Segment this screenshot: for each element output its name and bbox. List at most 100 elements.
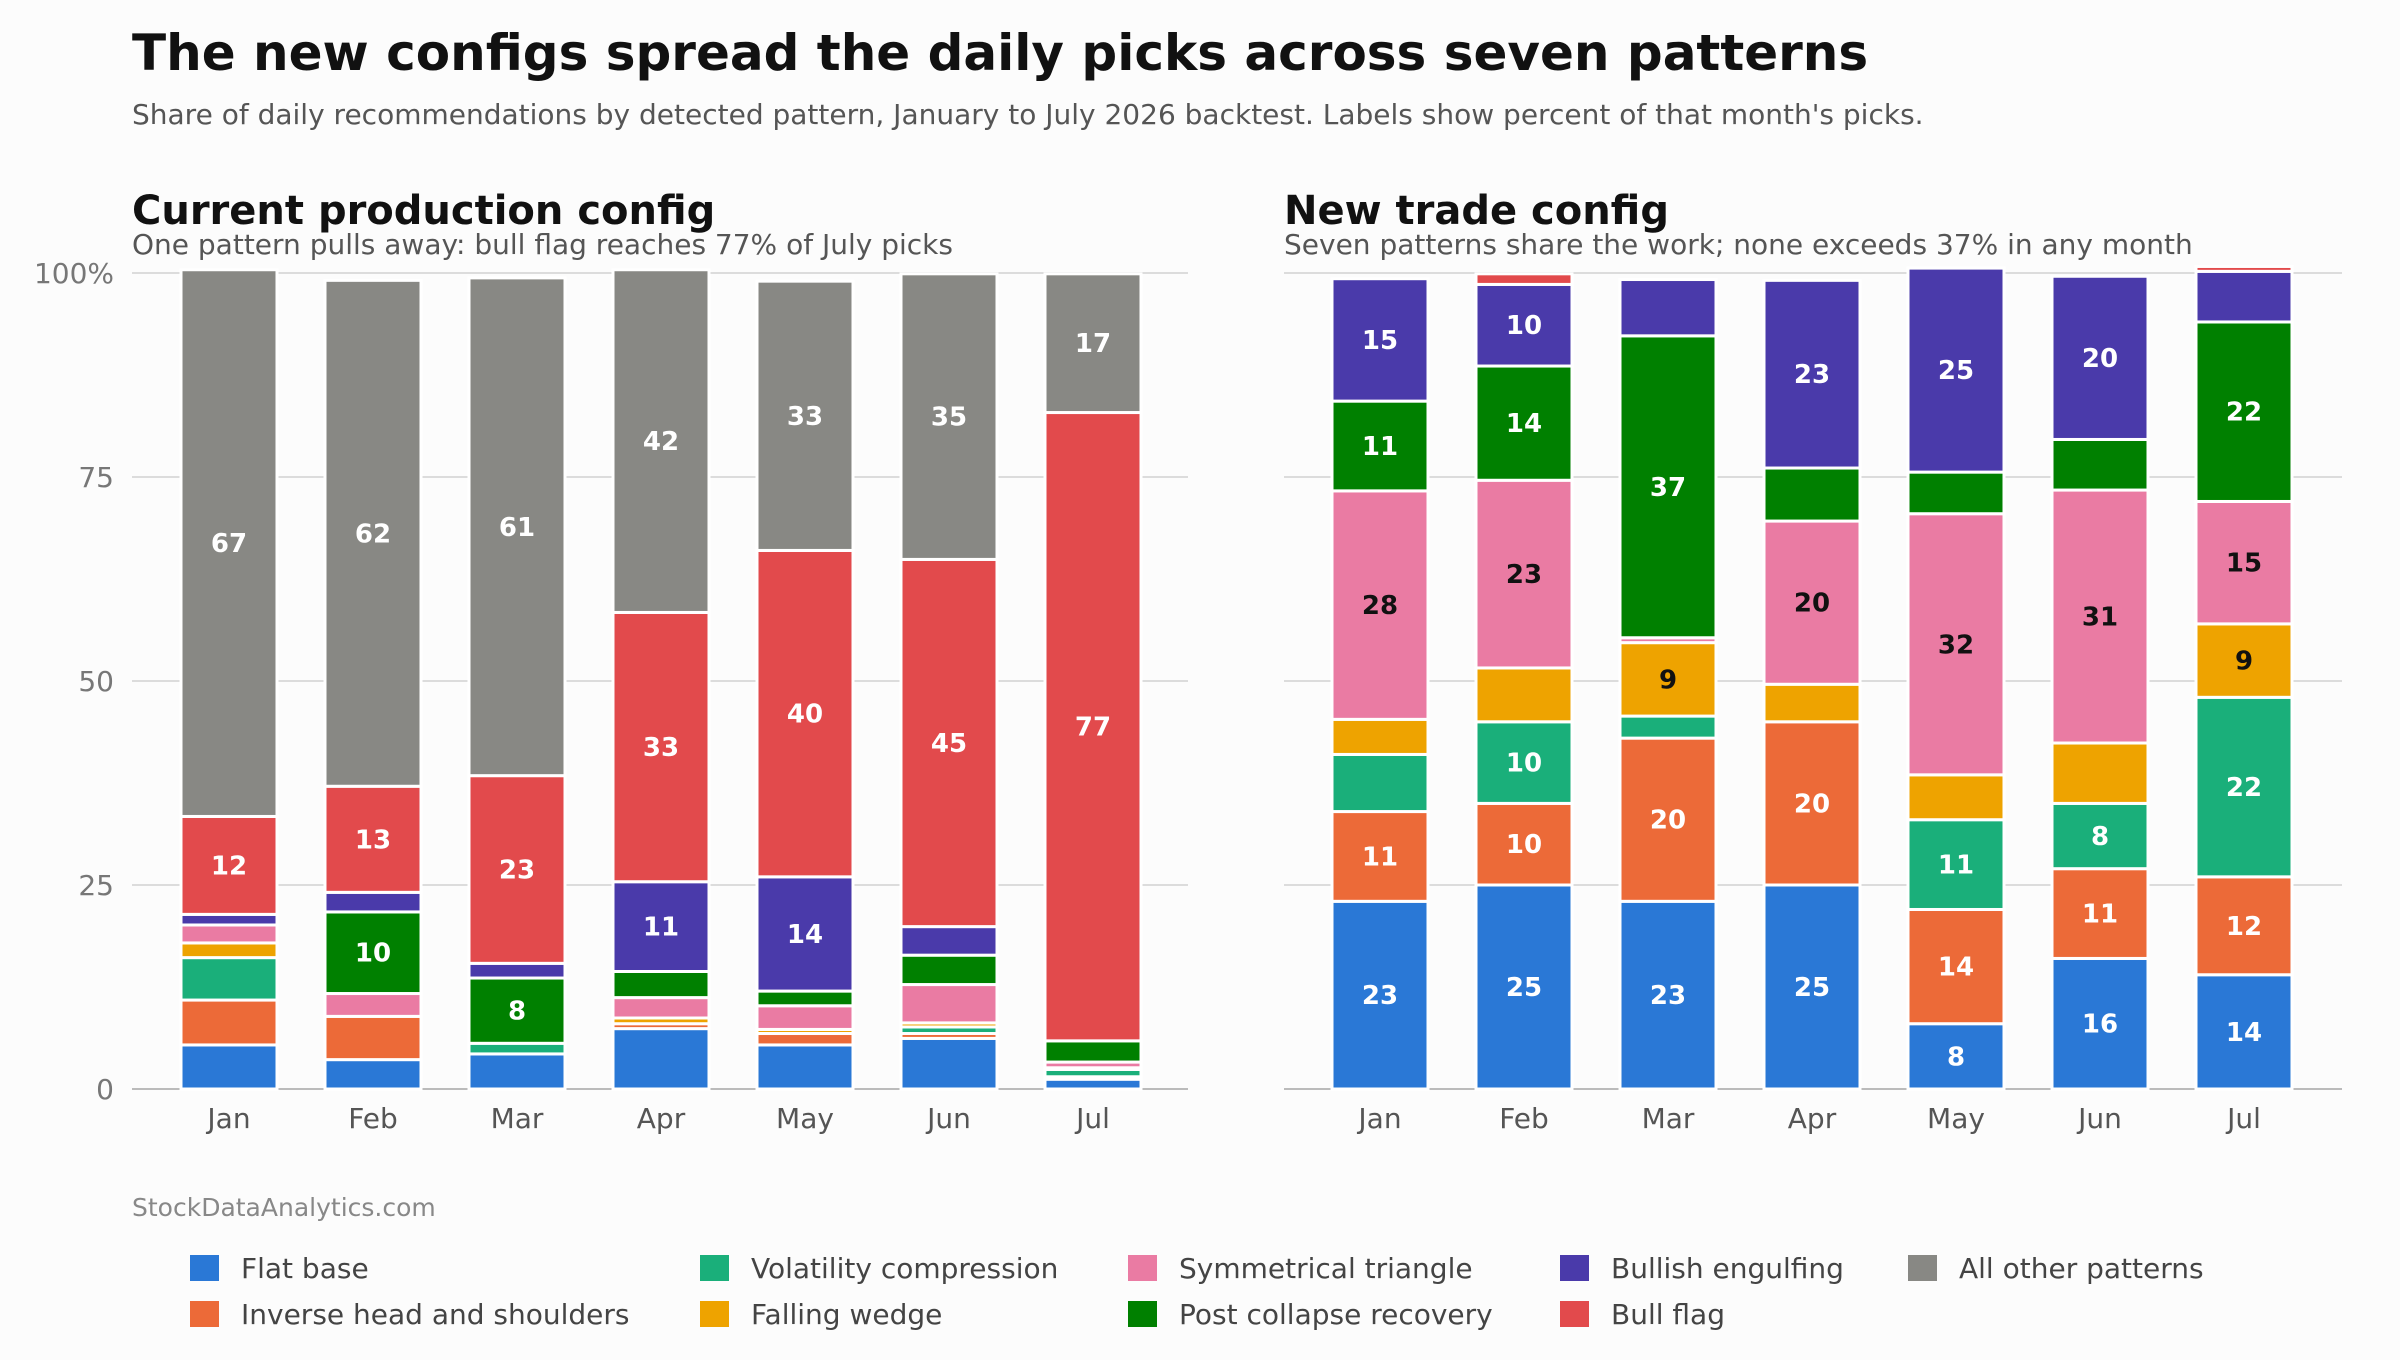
legend-label: Post collapse recovery [1179, 1297, 1493, 1331]
page-subtitle: Share of daily recommendations by detect… [132, 98, 1924, 131]
bar-segment [755, 1043, 855, 1091]
data-label: 16 [2082, 1010, 2118, 1040]
bar-segment [323, 992, 423, 1018]
data-label: 14 [1938, 953, 1974, 983]
legend-item: Falling wedge [700, 1294, 942, 1334]
data-label: 28 [1362, 591, 1398, 621]
bar-segment [899, 272, 999, 561]
data-label: 20 [1794, 589, 1830, 619]
bar-segment [179, 923, 279, 945]
data-label: 25 [1506, 973, 1542, 1003]
bar-segment [755, 875, 855, 993]
bar-segment [179, 1043, 279, 1091]
bar-segment [2050, 956, 2150, 1091]
bar-segment [1618, 899, 1718, 1091]
legend-item: All other patterns [1908, 1248, 2204, 1288]
legend-item: Post collapse recovery [1128, 1294, 1493, 1334]
y-tick-label: 0 [96, 1073, 114, 1106]
legend-label: Bull flag [1611, 1297, 1725, 1331]
bar-segment [2050, 437, 2150, 492]
bar-segment [1474, 883, 1574, 1091]
bar-segment [1330, 717, 1430, 756]
data-label: 11 [2082, 900, 2118, 930]
data-label: 22 [2226, 398, 2262, 428]
legend-label: Volatility compression [751, 1251, 1059, 1285]
bar-segment [1618, 334, 1718, 640]
data-label: 11 [643, 913, 679, 943]
bar-segment [1762, 883, 1862, 1091]
bar-segment [755, 548, 855, 879]
bar-segment [323, 1058, 423, 1091]
data-label: 11 [1362, 842, 1398, 872]
data-label: 32 [1938, 630, 1974, 660]
bar-segment [467, 1052, 567, 1091]
bar-segment [1474, 272, 1574, 286]
legend-item: Bullish engulfing [1560, 1248, 1844, 1288]
data-label: 9 [1659, 665, 1677, 695]
bar-segment [611, 996, 711, 1020]
x-tick-label: Mar [491, 1102, 544, 1135]
bar-segment [611, 969, 711, 1000]
bar-segment [179, 814, 279, 916]
data-label: 10 [1506, 311, 1542, 341]
data-label: 12 [211, 851, 247, 881]
x-tick-label: Apr [637, 1102, 686, 1135]
bar-segment [1618, 641, 1718, 718]
y-tick-label: 75 [78, 461, 114, 494]
legend-swatch [1560, 1301, 1589, 1327]
bar-segment [2050, 801, 2150, 871]
data-label: 22 [2226, 773, 2262, 803]
data-label: 23 [1506, 560, 1542, 590]
bar-segment [179, 998, 279, 1047]
bar-segment [1762, 720, 1862, 887]
legend-label: Falling wedge [751, 1297, 943, 1331]
data-label: 17 [1075, 329, 1111, 359]
page-title: The new configs spread the daily picks a… [132, 24, 1869, 82]
bar-segment [1330, 277, 1430, 403]
data-label: 10 [355, 939, 391, 969]
data-label: 61 [499, 513, 535, 543]
panel-title: Current production config [132, 188, 715, 234]
data-label: 25 [1938, 356, 1974, 386]
x-tick-label: Feb [348, 1102, 398, 1135]
legend-item: Flat base [190, 1248, 369, 1288]
bar-segment [755, 279, 855, 552]
legend-label: Inverse head and shoulders [241, 1297, 630, 1331]
legend: Flat base Inverse head and shoulders Volat… [190, 1248, 2290, 1344]
bar-segment [1762, 466, 1862, 523]
bar-segment [1330, 489, 1430, 721]
panel-subtitle: One pattern pulls away: bull flag reache… [132, 228, 953, 261]
data-label: 12 [2226, 912, 2262, 942]
bar-segment [755, 989, 855, 1008]
bar-segment [2194, 622, 2294, 699]
data-label: 20 [1794, 789, 1830, 819]
legend-item: Inverse head and shoulders [190, 1294, 630, 1334]
data-label: 10 [1506, 749, 1542, 779]
bar-segment [1330, 752, 1430, 814]
legend-item: Volatility compression [700, 1248, 1058, 1288]
y-tick-label: 50 [78, 665, 114, 698]
bar-segment [1762, 682, 1862, 724]
source-credit: StockDataAnalytics.com [132, 1193, 436, 1222]
bar-segment [1474, 801, 1574, 887]
y-tick-label: 100% [34, 257, 114, 290]
legend-swatch [1560, 1255, 1589, 1281]
bar-segment [467, 961, 567, 980]
data-label: 42 [643, 427, 679, 457]
data-label: 23 [1794, 360, 1830, 390]
data-label: 8 [508, 997, 526, 1027]
bar-segment [899, 983, 999, 1025]
bar-segment [755, 1032, 855, 1047]
data-label: 67 [211, 529, 247, 559]
bar-segment [899, 557, 999, 929]
legend-swatch [190, 1255, 219, 1281]
bar-segment [611, 268, 711, 614]
legend-swatch [1128, 1301, 1157, 1327]
data-label: 37 [1650, 473, 1686, 503]
data-label: 45 [931, 729, 967, 759]
x-tick-label: Jul [2225, 1102, 2261, 1135]
bar-segment [1618, 278, 1718, 338]
bar-segment [2194, 269, 2294, 324]
